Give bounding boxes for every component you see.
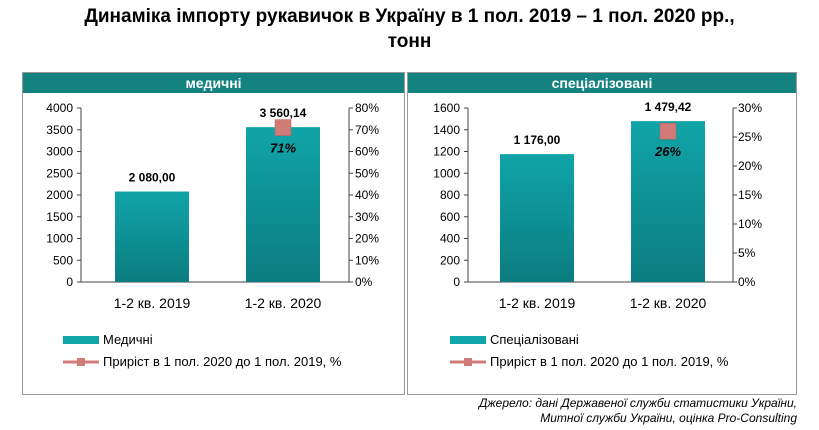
title-line-1: Динаміка імпорту рукавичок в Україну в 1…: [84, 6, 735, 27]
y-tick-label: 1200: [433, 145, 460, 159]
y2-tick-label: 10%: [355, 253, 379, 267]
y2-tick-label: 20%: [355, 232, 379, 246]
bar: [500, 154, 574, 282]
source-note: Джерело: дані Державеної служби статисти…: [337, 396, 797, 426]
bar: [115, 191, 189, 282]
panel-medical: медичні 4000 3500 3000 2500 2000 1500 1000 500 0…: [22, 72, 405, 395]
y-tick-label: 4000: [46, 101, 73, 115]
y2-tick-label: 25%: [738, 130, 762, 144]
panel-specialized: спеціалізовані 1600 1400 1200 1000 800 600 400…: [407, 72, 797, 395]
growth-marker: [659, 122, 677, 140]
bar: [246, 127, 320, 282]
x-tick-label: 1-2 кв. 2019: [114, 295, 191, 311]
legend-label-bar: Медичні: [103, 332, 153, 347]
y-tick-label: 0: [453, 275, 460, 289]
y2-tick-label: 70%: [355, 123, 379, 137]
x-tick-label: 1-2 кв. 2020: [245, 295, 322, 311]
legend-swatch-growth: [464, 358, 472, 366]
bar-value-label: 3 560,14: [260, 106, 307, 120]
y-tick-label: 2500: [46, 166, 73, 180]
y-tick-label: 1000: [433, 166, 460, 180]
growth-marker: [274, 119, 292, 136]
legend-label-bar: Спеціалізовані: [490, 332, 579, 347]
y-tick-label: 500: [53, 253, 73, 267]
y-tick-label: 3500: [46, 123, 73, 137]
y2-tick-label: 80%: [355, 101, 379, 115]
y2-tick-label: 0%: [738, 275, 756, 289]
y-tick-label: 1400: [433, 123, 460, 137]
y2-tick-label: 0%: [355, 275, 373, 289]
x-tick-label: 1-2 кв. 2020: [630, 295, 707, 311]
y2-tick-label: 15%: [738, 188, 762, 202]
chart-specialized: 1600 1400 1200 1000 800 600 400 200 0 30% 25% 20% 15…: [433, 100, 762, 369]
legend-label-growth: Приріст в 1 пол. 2020 до 1 пол. 2019, %: [490, 354, 729, 369]
y-tick-label: 0: [66, 275, 73, 289]
y2-tick-label: 50%: [355, 166, 379, 180]
y-tick-label: 200: [440, 253, 460, 267]
x-tick-label: 1-2 кв. 2019: [499, 295, 576, 311]
panel-title: спеціалізовані: [408, 73, 796, 93]
bar-value-label: 2 080,00: [129, 171, 176, 185]
y-tick-label: 2000: [46, 188, 73, 202]
y2-tick-label: 5%: [738, 246, 756, 260]
legend-label-growth: Приріст в 1 пол. 2020 до 1 пол. 2019, %: [103, 354, 342, 369]
chart-medical: 4000 3500 3000 2500 2000 1500 1000 500 0 80% 70% 60…: [46, 101, 379, 369]
panel-title: медичні: [23, 73, 404, 93]
legend-swatch-growth: [77, 358, 85, 366]
source-line-2: Митної служби України, оцінка Pro-Consul…: [540, 411, 797, 425]
y2-tick-label: 10%: [738, 217, 762, 231]
y2-tick-label: 60%: [355, 145, 379, 159]
source-line-1: Джерело: дані Державеної служби статисти…: [478, 396, 797, 410]
y-tick-label: 600: [440, 210, 460, 224]
y-tick-label: 1500: [46, 210, 73, 224]
y2-tick-label: 20%: [738, 159, 762, 173]
growth-label: 26%: [654, 144, 681, 159]
legend-swatch-bar: [63, 336, 99, 344]
y-tick-label: 800: [440, 188, 460, 202]
bar-value-label: 1 479,42: [645, 100, 692, 114]
bar: [631, 121, 705, 283]
growth-label: 71%: [270, 141, 296, 156]
y2-tick-label: 40%: [355, 188, 379, 202]
y-tick-label: 3000: [46, 145, 73, 159]
y2-tick-label: 30%: [738, 101, 762, 115]
y-tick-label: 400: [440, 232, 460, 246]
title-line-2: тонн: [387, 31, 432, 52]
y-tick-label: 1600: [433, 101, 460, 115]
chart-title: Динаміка імпорту рукавичок в Україну в 1…: [0, 4, 819, 54]
y-tick-label: 1000: [46, 232, 73, 246]
legend-swatch-bar: [450, 336, 486, 344]
y2-tick-label: 30%: [355, 210, 379, 224]
bar-value-label: 1 176,00: [514, 133, 561, 147]
